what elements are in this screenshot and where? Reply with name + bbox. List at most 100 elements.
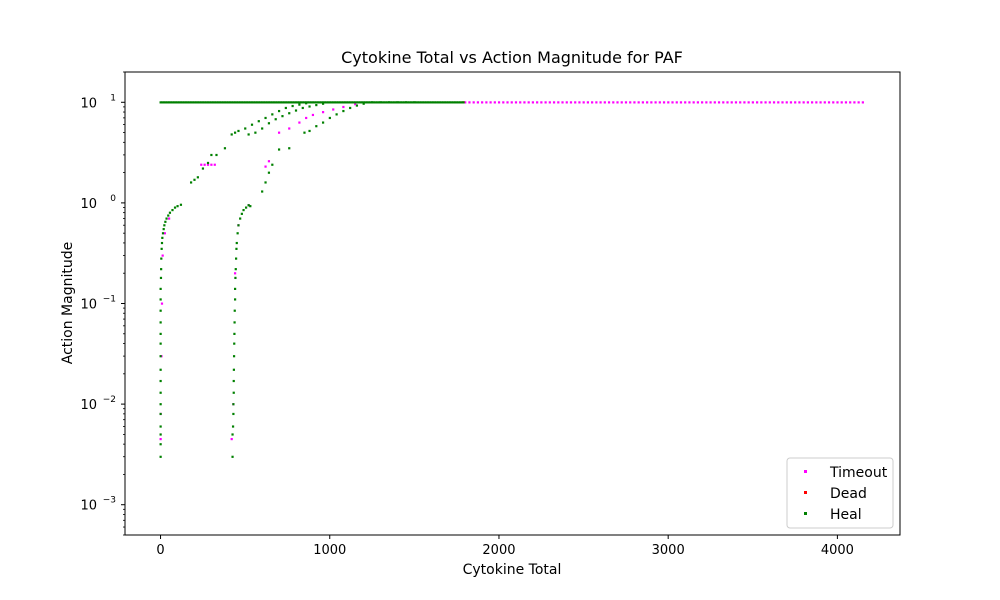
series-heal (159, 101, 465, 458)
point-heal (201, 101, 205, 104)
point-timeout (267, 160, 271, 163)
point-timeout (311, 113, 315, 117)
point-heal (213, 101, 216, 104)
point-heal (315, 101, 318, 104)
point-heal (159, 321, 162, 324)
point-timeout (203, 163, 206, 166)
point-timeout (493, 101, 496, 104)
point-timeout (161, 254, 164, 257)
point-heal (179, 203, 183, 206)
point-timeout (726, 101, 729, 104)
point-timeout (582, 101, 585, 104)
point-heal (435, 101, 438, 104)
y-tick-label: 10 (80, 197, 97, 212)
point-timeout (756, 101, 759, 104)
point-heal (399, 101, 403, 104)
point-heal (308, 105, 311, 108)
point-heal (330, 101, 333, 104)
point-timeout (607, 101, 611, 104)
point-heal (242, 101, 245, 104)
point-timeout (481, 101, 484, 104)
point-heal (364, 101, 367, 104)
point-heal (347, 101, 350, 104)
point-timeout (502, 101, 505, 104)
point-heal (379, 101, 382, 104)
point-heal (310, 101, 313, 104)
point-heal (316, 101, 320, 104)
point-timeout (321, 111, 325, 114)
point-heal (159, 355, 162, 358)
point-heal (438, 101, 441, 104)
point-heal (167, 214, 170, 217)
point-heal (342, 109, 345, 113)
point-heal (437, 101, 440, 104)
point-heal (320, 101, 323, 104)
point-timeout (464, 101, 467, 104)
point-heal (447, 101, 450, 104)
point-timeout (531, 101, 535, 104)
point-heal (430, 101, 433, 104)
point-timeout (844, 101, 848, 104)
point-heal (289, 101, 293, 104)
point-heal (276, 101, 279, 104)
point-heal (362, 102, 365, 105)
point-timeout (772, 101, 776, 104)
point-heal (283, 101, 286, 104)
point-heal (428, 101, 431, 104)
point-timeout (527, 101, 530, 104)
point-heal (261, 127, 264, 130)
point-heal (161, 232, 165, 235)
point-heal (271, 101, 274, 104)
point-heal (288, 101, 291, 104)
point-heal (323, 101, 326, 104)
point-timeout (701, 101, 704, 104)
point-heal (332, 101, 335, 104)
point-timeout (230, 438, 233, 441)
point-heal (159, 101, 162, 104)
point-timeout (468, 101, 471, 104)
point-timeout (159, 438, 162, 441)
x-tick-label: 4000 (821, 543, 854, 558)
point-timeout (857, 101, 860, 104)
point-heal (237, 101, 240, 104)
point-heal (231, 425, 235, 428)
point-heal (452, 101, 455, 104)
point-heal (369, 101, 372, 104)
point-timeout (832, 101, 835, 104)
point-heal (360, 101, 364, 104)
point-heal (237, 129, 240, 133)
point-timeout (654, 101, 657, 104)
point-heal (235, 257, 238, 260)
point-heal (233, 298, 237, 301)
legend: Timeout Dead Heal (786, 457, 894, 529)
point-timeout (624, 101, 628, 104)
point-heal (231, 455, 234, 458)
point-heal (271, 113, 274, 116)
point-heal (354, 101, 357, 104)
point-timeout (497, 101, 501, 104)
point-timeout (696, 101, 699, 104)
point-heal (266, 101, 269, 104)
point-timeout (853, 101, 856, 104)
point-heal (233, 342, 236, 345)
point-timeout (823, 101, 826, 104)
point-heal (443, 101, 447, 104)
legend-box (786, 457, 894, 529)
point-timeout (777, 101, 780, 104)
point-heal (233, 131, 237, 134)
point-heal (171, 208, 174, 212)
point-heal (159, 368, 162, 371)
point-heal (433, 101, 436, 104)
point-timeout (764, 101, 767, 104)
point-heal (372, 101, 375, 104)
point-heal (306, 101, 309, 104)
point-heal (342, 101, 345, 104)
point-heal (308, 101, 311, 104)
point-timeout (658, 101, 661, 104)
chart-title: Cytokine Total vs Action Magnitude for P… (341, 48, 683, 67)
point-heal (236, 232, 239, 235)
point-heal (159, 298, 162, 301)
point-heal (191, 101, 194, 104)
point-timeout (667, 101, 670, 104)
